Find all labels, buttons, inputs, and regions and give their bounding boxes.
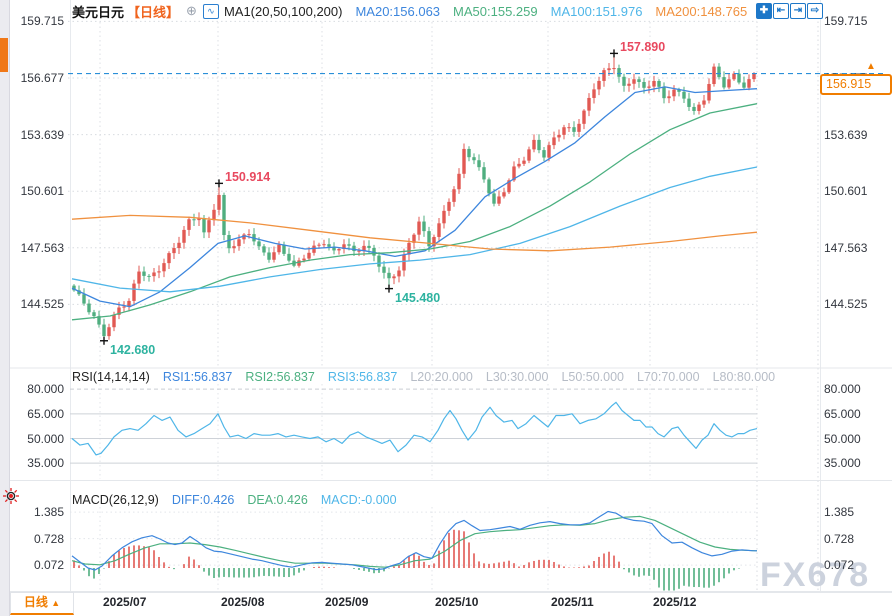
ma-chart-icon[interactable]: ∿ <box>202 3 219 19</box>
macd-axis-label: 1.385 <box>824 505 855 520</box>
rsi-level-l30: L30:30.000 <box>485 370 549 384</box>
left-scrollbar <box>0 0 10 616</box>
macd-axis-label: 0.728 <box>824 531 855 546</box>
go-to-latest-icon[interactable]: ⇨ <box>807 3 823 19</box>
macd-macd-value: MACD:-0.000 <box>320 493 397 507</box>
chart-toolbar: ✚ ⇤ ⇥ ⇨ <box>756 3 823 19</box>
expand-x-axis-icon[interactable]: ⇥ <box>790 3 806 19</box>
price-axis-label: 156.677 <box>20 71 64 85</box>
ma50-value: MA50:155.259 <box>453 3 538 19</box>
rsi-title: RSI(14,14,14) <box>72 370 150 384</box>
tab-arrow-icon: ▲ <box>51 598 61 608</box>
rsi-axis-label: 50.000 <box>824 431 861 446</box>
price-axis-label: 144.525 <box>20 297 64 312</box>
price-annotation: 150.914 <box>225 170 271 185</box>
month-axis-label: 2025/09 <box>325 595 369 609</box>
month-axis-label: 2025/10 <box>435 595 479 609</box>
rsi-axis-label: 80.000 <box>27 382 64 397</box>
month-axis-label: 2025/07 <box>103 595 147 609</box>
current-price-box: 156.915 <box>820 74 892 95</box>
ma-group-label: MA1(20,50,100,200) <box>223 3 343 19</box>
rsi-header: RSI(14,14,14) RSI1:56.837 RSI2:56.837 RS… <box>72 370 784 384</box>
rsi-axis-label: 50.000 <box>27 431 64 446</box>
price-axis-label: 153.639 <box>824 127 868 142</box>
macd-header: MACD(26,12,9) DIFF:0.426 DEA:0.426 MACD:… <box>72 493 405 507</box>
compress-x-axis-icon[interactable]: ⇤ <box>773 3 789 19</box>
macd-title: MACD(26,12,9) <box>72 493 159 507</box>
macd-axis-label: 0.072 <box>824 558 855 573</box>
price-axis-label: 150.601 <box>824 184 868 199</box>
tab-daily-timeframe[interactable]: 日线 ▲ <box>10 592 74 615</box>
indicator-sun-icon[interactable] <box>2 487 20 505</box>
price-axis-label: 150.601 <box>20 184 64 199</box>
macd-diff-value: DIFF:0.426 <box>171 493 235 507</box>
axis-divider-left <box>70 0 71 614</box>
rsi-level-l20: L20:20.000 <box>410 370 473 384</box>
rsi2-value: RSI2:56.837 <box>245 370 315 384</box>
add-indicator-icon[interactable]: ⊕ <box>186 3 197 18</box>
time-axis-bar <box>10 592 892 615</box>
rsi-axis-label: 65.000 <box>824 406 861 421</box>
chart-header: 美元日元 【日线】 ⊕ ∿ MA1(20,50,100,200) MA20:15… <box>72 2 754 20</box>
crosshair-pan-icon[interactable]: ✚ <box>756 3 772 19</box>
watermark: FX678 <box>760 556 871 594</box>
left-scrollbar-thumb[interactable] <box>0 38 8 72</box>
macd-dea-value: DEA:0.426 <box>247 493 308 507</box>
price-annotation: 142.680 <box>110 342 156 357</box>
period-tag: 【日线】 <box>127 4 180 20</box>
price-axis-label: 153.639 <box>20 127 64 142</box>
ma20-value: MA20:156.063 <box>355 3 441 19</box>
price-annotation: 157.890 <box>620 40 666 55</box>
price-axis-label: 147.563 <box>20 240 64 255</box>
macd-axis-label: 0.728 <box>33 531 64 546</box>
rsi-axis-label: 35.000 <box>824 456 861 471</box>
rsi-level-l50: L50:50.000 <box>561 370 625 384</box>
month-axis-label: 2025/08 <box>221 595 265 609</box>
symbol-title: 美元日元 <box>72 4 125 20</box>
price-up-arrow-icon: ▲ <box>866 61 876 72</box>
macd-axis-label: 1.385 <box>33 505 64 520</box>
rsi-level-l80: L80:80.000 <box>712 370 776 384</box>
month-axis-label: 2025/12 <box>653 595 697 609</box>
rsi3-value: RSI3:56.837 <box>327 370 398 384</box>
rsi1-value: RSI1:56.837 <box>162 370 233 384</box>
rsi-level-l70: L70:70.000 <box>637 370 700 384</box>
price-axis-label: 159.715 <box>824 14 868 29</box>
price-axis-label: 147.563 <box>824 240 868 255</box>
price-annotation: 145.480 <box>395 290 441 305</box>
price-axis-label: 144.525 <box>824 297 868 312</box>
month-axis-label: 2025/11 <box>551 595 594 609</box>
price-axis-label: 159.715 <box>20 14 64 29</box>
rsi-axis-label: 80.000 <box>824 382 861 397</box>
rsi-axis-label: 65.000 <box>27 406 64 421</box>
ma100-value: MA100:151.976 <box>550 3 643 19</box>
ma200-value: MA200:148.765 <box>655 3 748 19</box>
axis-divider-right <box>820 0 821 614</box>
macd-axis-label: 0.072 <box>33 558 64 573</box>
rsi-axis-label: 35.000 <box>27 456 64 471</box>
